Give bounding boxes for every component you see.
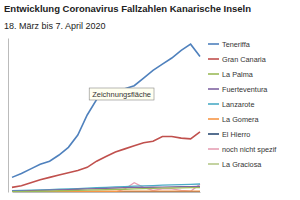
subtitle: 18. März bis 7. April 2020 xyxy=(4,21,106,31)
chart: Entwicklung Coronavirus Fallzahlen Kanar… xyxy=(0,0,300,200)
annotation-text: Zeichnungsfläche xyxy=(92,90,151,99)
legend-swatch xyxy=(208,148,219,150)
legend-swatch xyxy=(208,58,219,60)
legend-swatch xyxy=(208,133,219,135)
series-line xyxy=(12,44,200,177)
legend-label: Teneriffa xyxy=(222,40,251,49)
legend-swatch xyxy=(208,43,219,45)
series-line xyxy=(12,186,200,191)
legend-swatch xyxy=(208,73,219,75)
legend-label: noch nicht spezif xyxy=(222,145,277,154)
legend-swatch xyxy=(208,88,219,90)
legend-swatch xyxy=(208,118,219,120)
plot-area xyxy=(12,44,200,192)
series-line xyxy=(12,184,200,191)
x-axis-line xyxy=(13,192,201,193)
legend-label: La Palma xyxy=(222,70,254,79)
legend-label: Lanzarote xyxy=(222,100,254,109)
legend-label: El Hierro xyxy=(222,130,250,139)
y-axis-line xyxy=(8,39,9,193)
legend-swatch xyxy=(208,103,219,105)
legend-swatch xyxy=(208,163,219,165)
x-axis xyxy=(13,192,201,193)
y-axis xyxy=(8,39,9,193)
series-line xyxy=(12,132,200,187)
annotation: Zeichnungsfläche xyxy=(89,88,154,100)
series-line xyxy=(12,188,200,192)
legend-label: La Graciosa xyxy=(222,160,262,169)
legend: Teneriffa Gran Canaria La Palma Fuerteventu… xyxy=(208,40,277,169)
series-line xyxy=(12,183,200,192)
legend-label: Fuerteventura xyxy=(222,85,268,94)
legend-label: Gran Canaria xyxy=(222,55,267,64)
annotation-box xyxy=(89,88,154,100)
title: Entwicklung Coronavirus Fallzahlen Kanar… xyxy=(4,3,251,14)
legend-label: La Gomera xyxy=(222,115,259,124)
